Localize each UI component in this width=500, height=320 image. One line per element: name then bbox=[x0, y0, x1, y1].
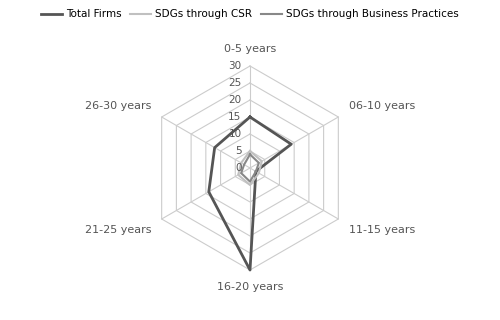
SDGs through Business Practices bbox=[247, 153, 253, 156]
SDGs through Business Practices bbox=[253, 170, 259, 173]
Text: 10: 10 bbox=[228, 129, 241, 139]
SDGs through Business Practices bbox=[241, 163, 247, 166]
Text: 16-20 years: 16-20 years bbox=[217, 282, 283, 292]
Total Firms bbox=[212, 146, 218, 149]
Total Firms bbox=[206, 190, 212, 194]
Text: 26-30 years: 26-30 years bbox=[85, 101, 152, 111]
SDGs through CSR bbox=[247, 149, 253, 153]
Line: SDGs through CSR: SDGs through CSR bbox=[238, 151, 262, 185]
SDGs through CSR bbox=[259, 159, 265, 163]
Text: 06-10 years: 06-10 years bbox=[348, 101, 415, 111]
Text: 20: 20 bbox=[228, 95, 241, 105]
SDGs through Business Practices bbox=[256, 161, 262, 165]
Text: 30: 30 bbox=[228, 61, 241, 71]
Total Firms bbox=[288, 142, 294, 146]
Text: 21-25 years: 21-25 years bbox=[85, 225, 152, 235]
Text: 0-5 years: 0-5 years bbox=[224, 44, 276, 54]
SDGs through CSR bbox=[238, 161, 244, 165]
SDGs through Business Practices bbox=[247, 153, 253, 156]
SDGs through CSR bbox=[247, 183, 253, 187]
Line: Total Firms: Total Firms bbox=[209, 117, 291, 270]
Legend: Total Firms, SDGs through CSR, SDGs through Business Practices: Total Firms, SDGs through CSR, SDGs thro… bbox=[38, 5, 463, 24]
SDGs through CSR bbox=[256, 171, 262, 175]
Text: 15: 15 bbox=[228, 112, 241, 122]
Total Firms bbox=[247, 115, 253, 119]
SDGs through CSR bbox=[247, 149, 253, 153]
Text: 0: 0 bbox=[235, 163, 242, 173]
Total Firms bbox=[253, 170, 259, 173]
SDGs through Business Practices bbox=[238, 171, 244, 175]
Text: 25: 25 bbox=[228, 78, 241, 88]
SDGs through CSR bbox=[235, 173, 241, 177]
Line: SDGs through Business Practices: SDGs through Business Practices bbox=[241, 155, 259, 181]
Text: 5: 5 bbox=[235, 146, 242, 156]
Text: 11-15 years: 11-15 years bbox=[348, 225, 415, 235]
SDGs through Business Practices bbox=[247, 180, 253, 183]
Total Firms bbox=[247, 268, 253, 272]
Total Firms bbox=[247, 115, 253, 119]
